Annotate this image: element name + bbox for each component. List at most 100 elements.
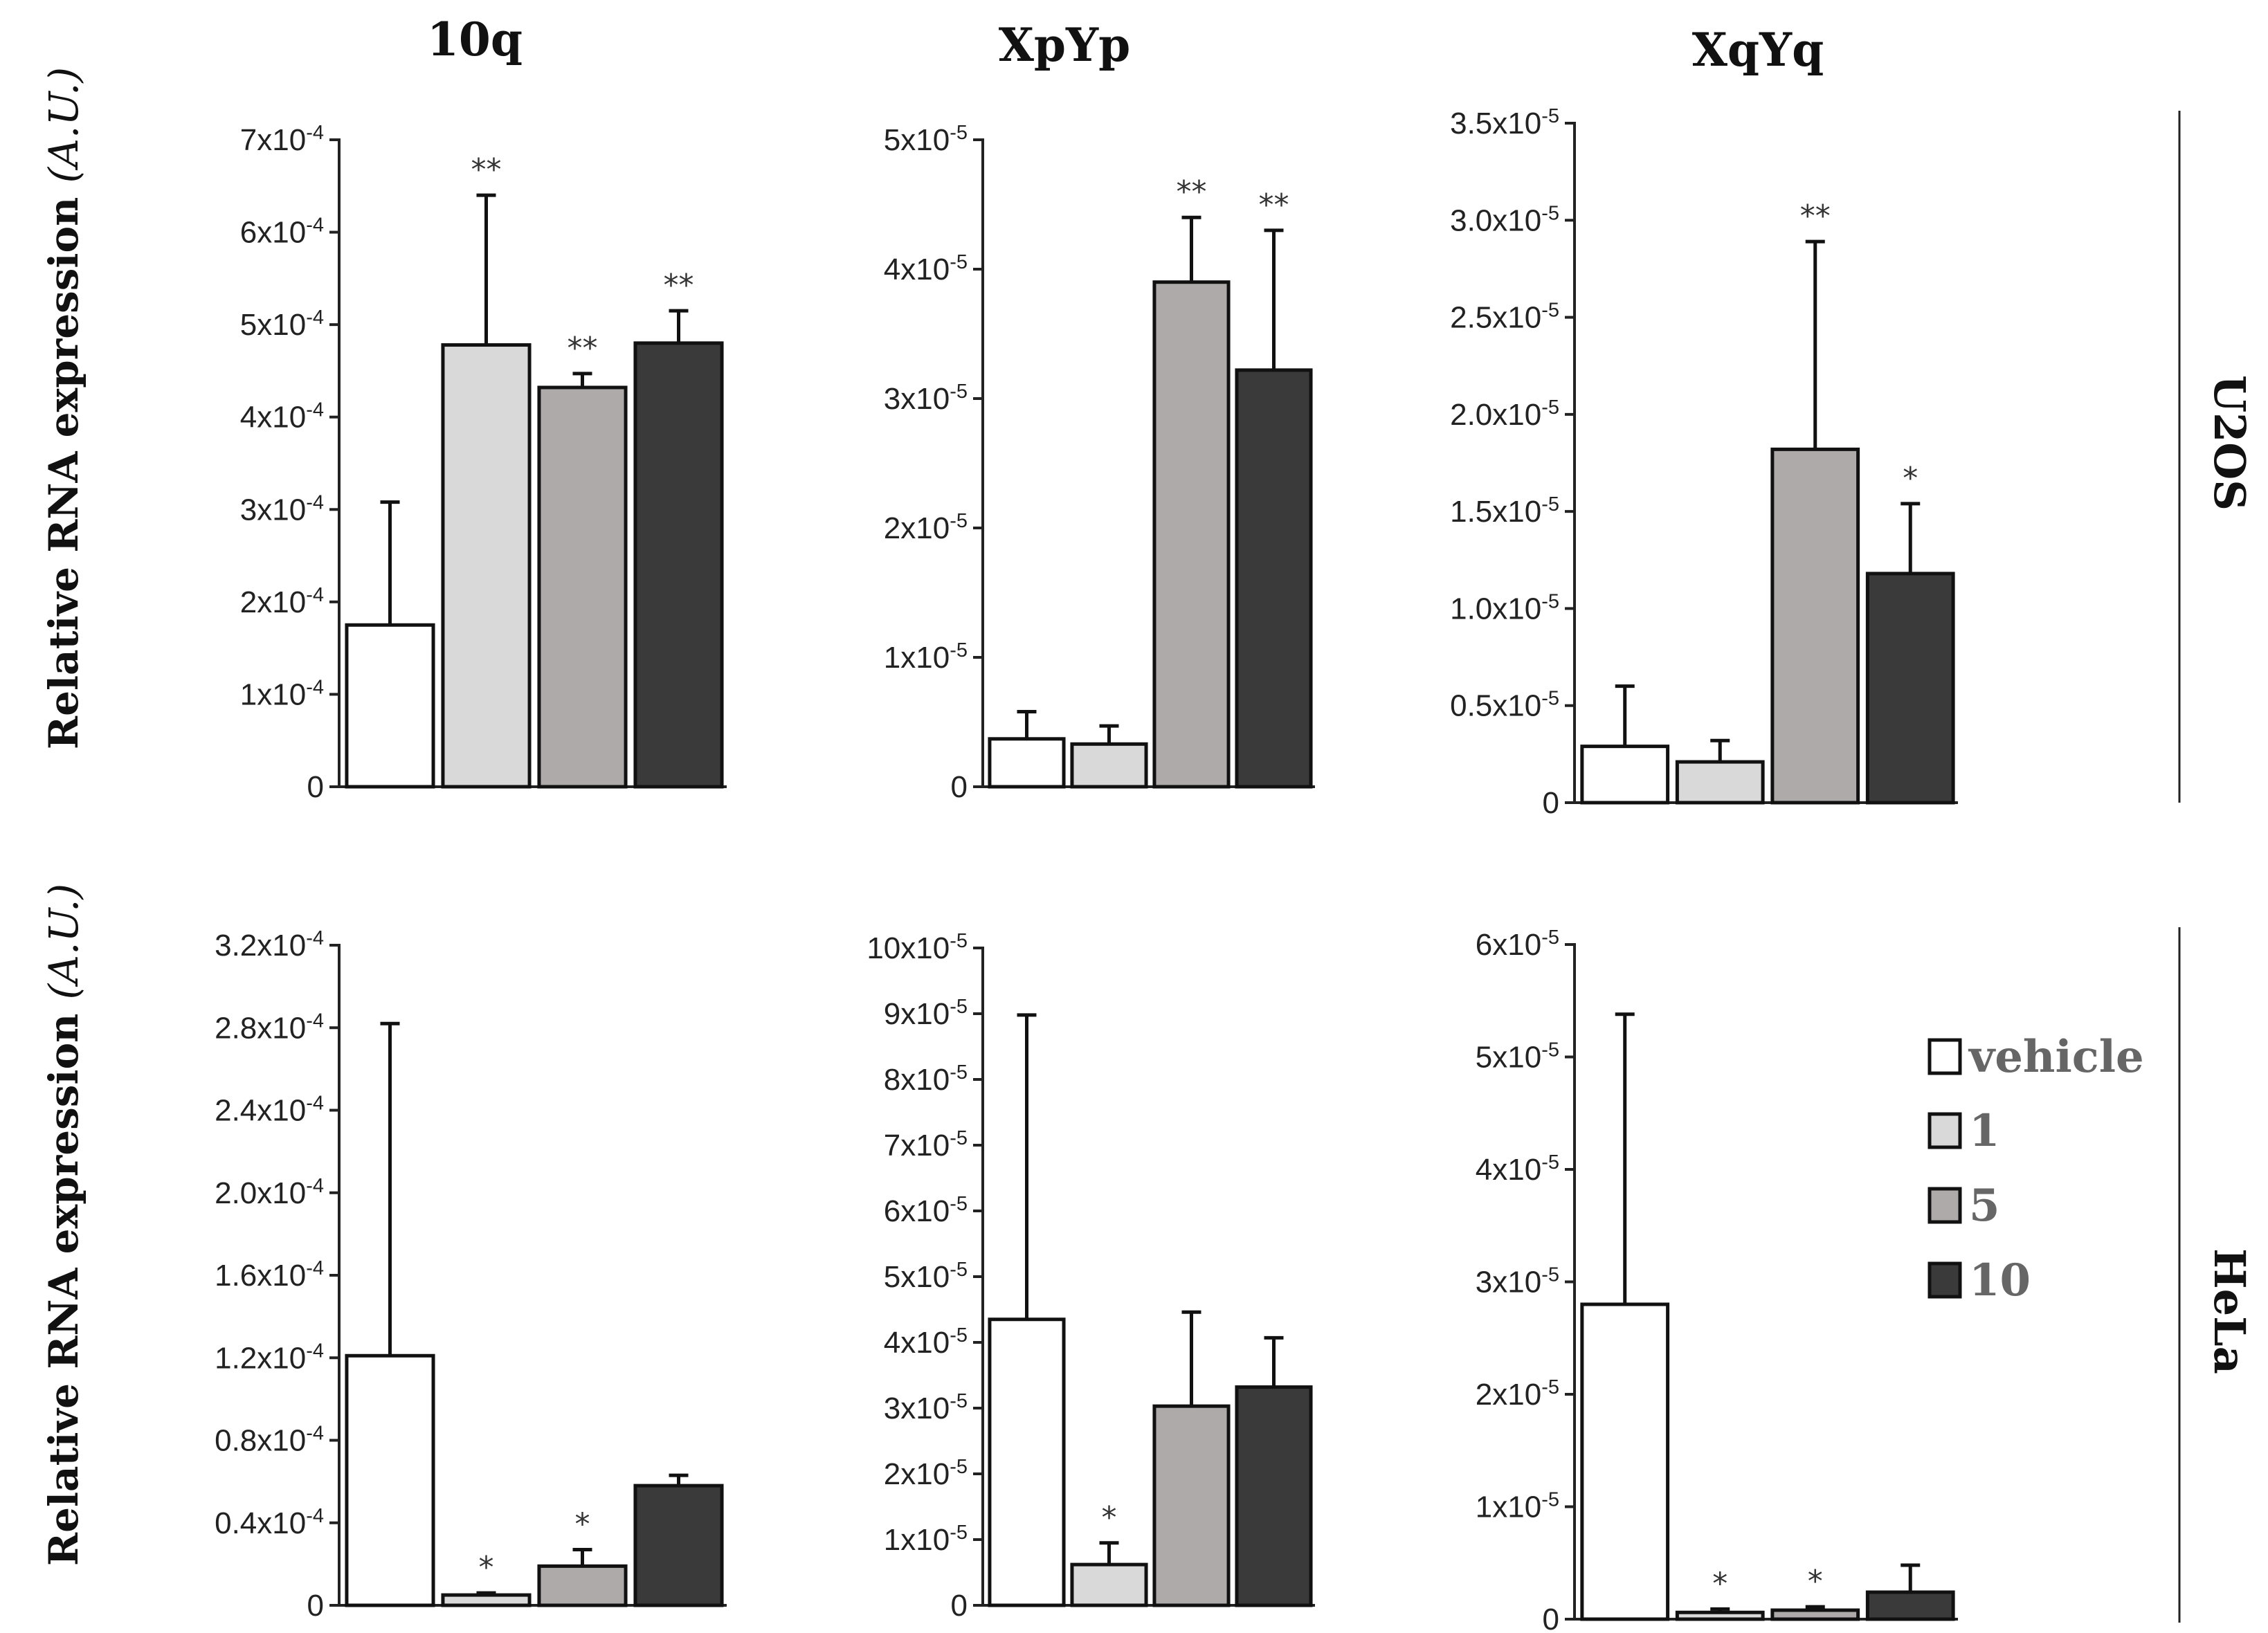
legend-label-1: 1 — [1969, 1105, 2000, 1157]
y-tick-label: 5x10-5 — [884, 1259, 968, 1294]
y-tick-label: 1x10-5 — [1476, 1489, 1559, 1524]
y-tick-label: 10x10-5 — [867, 930, 968, 965]
bar-1 — [441, 1593, 532, 1607]
y-tick-label: 5x10-5 — [1476, 1039, 1559, 1075]
bar-10 — [1865, 1590, 1955, 1621]
y-tick-label: 3x10-5 — [884, 1390, 968, 1425]
y-tick-label: 2.5x10-5 — [1450, 300, 1559, 335]
legend-swatch-10 — [1927, 1261, 1962, 1299]
bar-1 — [1675, 1610, 1765, 1621]
y-tick-label: 0 — [951, 770, 968, 804]
chart-panel-u2os-xqyq: 0 0.5x10-5 1.0x10-5 1.5x10-5 2.0x10-5 2.5x10-… — [1450, 105, 1958, 820]
bar-5 — [537, 1564, 628, 1607]
y-tick-label: 2x10-5 — [884, 510, 968, 545]
y-tick-label: 1.2x10-4 — [215, 1340, 324, 1375]
bar-1 — [1070, 742, 1148, 789]
legend-label-vehicle: vehicle — [1968, 1031, 2144, 1083]
y-axis-label-top: Relative RNA expression (A.U.) — [40, 67, 87, 749]
y-tick-label: 6x10-4 — [240, 215, 324, 250]
chart-panel-hela-xpyp: 0 1x10-5 2x10-5 3x10-5 4x10-5 5x10-5 6x10-5 7x1… — [867, 930, 1315, 1623]
legend: vehicle 1 5 10 — [1927, 1031, 2144, 1306]
y-tick-label: 0 — [307, 1589, 324, 1623]
bar-10 — [633, 341, 724, 789]
significance-mark: ** — [471, 152, 502, 188]
y-tick-label: 1.6x10-4 — [215, 1257, 324, 1293]
legend-item-5: 5 — [1927, 1180, 2000, 1232]
y-tick-label: 5x10-5 — [884, 122, 968, 157]
bar-vehicle — [988, 1317, 1066, 1607]
bar-10 — [1235, 1385, 1313, 1607]
bar-vehicle — [1580, 745, 1670, 805]
column-title-10q: 10q — [427, 12, 523, 66]
significance-mark: ** — [1259, 188, 1289, 223]
bar-5 — [537, 385, 628, 789]
y-tick-label: 3x10-5 — [884, 381, 968, 416]
row-label-u2os: U2OS — [2204, 375, 2255, 511]
legend-item-10: 10 — [1927, 1255, 2031, 1306]
significance-mark: ** — [1800, 199, 1831, 234]
significance-mark: * — [1712, 1566, 1727, 1601]
chart-panel-hela-10q: 0 0.4x10-4 0.8x10-4 1.2x10-4 1.6x10-4 2.0x10-… — [215, 927, 727, 1623]
y-tick-label: 0 — [951, 1589, 968, 1623]
significance-mark: * — [575, 1507, 590, 1542]
bar-5 — [1152, 1404, 1231, 1607]
significance-mark: ** — [664, 268, 694, 303]
bar-vehicle — [988, 737, 1066, 789]
bar-vehicle — [345, 623, 435, 789]
y-tick-label: 4x10-5 — [884, 1324, 968, 1360]
y-tick-label: 2.0x10-5 — [1450, 396, 1559, 432]
significance-mark: * — [1903, 461, 1918, 496]
y-tick-label: 2x10-4 — [240, 584, 324, 619]
y-tick-label: 0.5x10-5 — [1450, 688, 1559, 723]
bar-1 — [1675, 760, 1765, 805]
legend-label-5: 5 — [1969, 1180, 2000, 1232]
y-axis-label-bottom: Relative RNA expression (A.U.) — [40, 884, 87, 1566]
chart-panel-u2os-10q: 0 1x10-4 2x10-4 3x10-4 4x10-4 5x10-4 6x10-4 7x1… — [240, 122, 727, 804]
y-tick-label: 3x10-5 — [1476, 1264, 1559, 1299]
y-tick-label: 0.4x10-4 — [215, 1505, 324, 1540]
legend-swatch-vehicle — [1927, 1038, 1962, 1075]
bar-10 — [1235, 368, 1313, 789]
bar-5 — [1770, 447, 1860, 805]
y-tick-label: 2.0x10-4 — [215, 1175, 324, 1210]
legend-item-vehicle: vehicle — [1927, 1031, 2144, 1083]
y-tick-label: 4x10-4 — [240, 399, 324, 435]
y-tick-label: 2.8x10-4 — [215, 1010, 324, 1045]
y-tick-label: 6x10-5 — [884, 1193, 968, 1228]
bar-vehicle — [345, 1353, 435, 1607]
y-tick-label: 0.8x10-4 — [215, 1423, 324, 1458]
y-tick-label: 7x10-4 — [240, 122, 324, 157]
bar-vehicle — [1580, 1302, 1670, 1621]
bar-1 — [1070, 1562, 1148, 1607]
y-tick-label: 3.2x10-4 — [215, 927, 324, 963]
y-tick-label: 4x10-5 — [1476, 1151, 1559, 1187]
y-tick-label: 8x10-5 — [884, 1061, 968, 1097]
y-tick-label: 1x10-5 — [884, 639, 968, 675]
y-tick-label: 0 — [1543, 786, 1559, 820]
y-tick-label: 0 — [307, 770, 324, 804]
y-tick-label: 2x10-5 — [884, 1456, 968, 1491]
y-tick-label: 4x10-5 — [884, 251, 968, 286]
row-label-hela: HeLa — [2204, 1248, 2255, 1374]
y-tick-label: 7x10-5 — [884, 1127, 968, 1162]
significance-mark: ** — [1177, 174, 1207, 210]
significance-mark: ** — [568, 331, 598, 366]
significance-mark: * — [479, 1550, 494, 1585]
legend-swatch-1 — [1927, 1112, 1962, 1149]
y-tick-label: 3x10-4 — [240, 491, 324, 527]
chart-panel-u2os-xpyp: 0 1x10-5 2x10-5 3x10-5 4x10-5 5x10-5 ** ** — [884, 122, 1315, 804]
legend-label-10: 10 — [1969, 1255, 2031, 1306]
bar-5 — [1770, 1608, 1860, 1621]
chart-panel-hela-xqyq: 0 1x10-5 2x10-5 3x10-5 4x10-5 5x10-5 6x10-5 * * — [1476, 927, 1958, 1633]
y-tick-label: 2.4x10-4 — [215, 1093, 324, 1128]
y-tick-label: 5x10-4 — [240, 307, 324, 342]
column-title-xqyq: XqYq — [1692, 23, 1824, 77]
significance-mark: * — [1102, 1500, 1117, 1535]
bar-10 — [633, 1484, 724, 1607]
y-tick-label: 1x10-5 — [884, 1522, 968, 1557]
y-tick-label: 1.0x10-5 — [1450, 590, 1559, 626]
bar-10 — [1865, 572, 1955, 805]
bar-1 — [441, 343, 532, 789]
y-tick-label: 6x10-5 — [1476, 927, 1559, 962]
